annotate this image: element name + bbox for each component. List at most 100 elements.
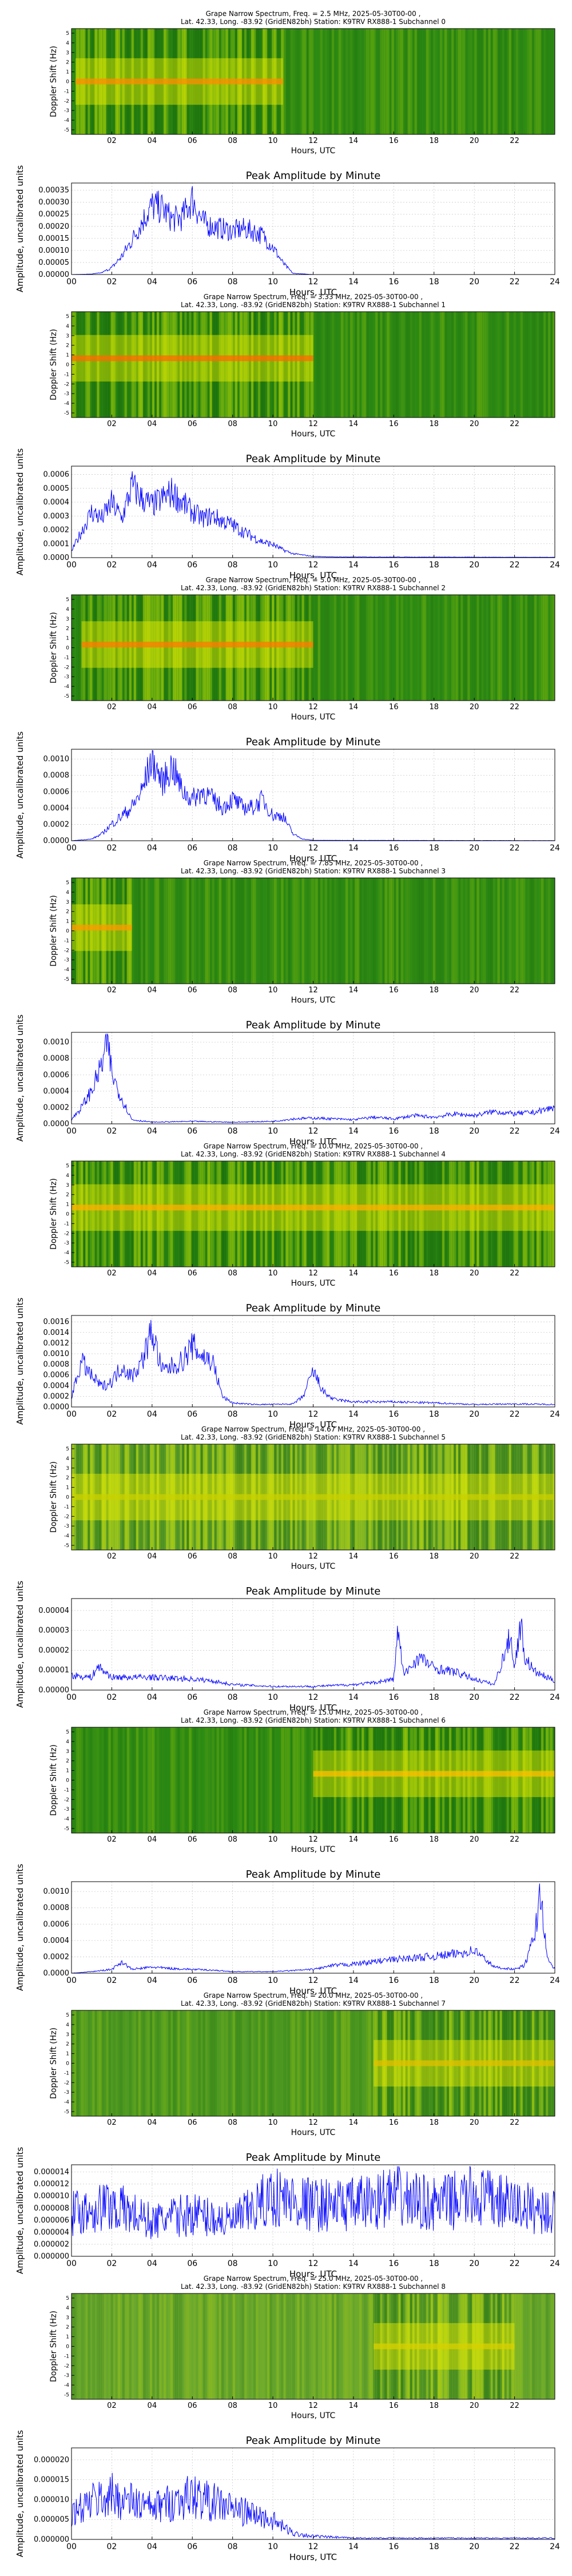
heatmap-stripe [117,312,121,418]
heatmap-xtick-label: 06 [188,137,197,145]
heatmap-stripe [170,1727,173,1833]
heatmap-stripe [83,878,86,984]
heatmap-stripe [122,312,125,418]
heatmap-stripe [541,878,544,984]
heatmap-stripe [531,1727,535,1833]
line-xtick-label: 20 [469,1410,479,1419]
heatmap-stripe [483,312,486,418]
heatmap-stripe [460,595,463,701]
heatmap-stripe [356,312,360,418]
heatmap-stripe [391,312,394,418]
heatmap-ytick-label: -1 [64,655,69,661]
line-xtick-label: 10 [268,2542,278,2551]
heatmap-ytick-label: 4 [66,2305,69,2311]
heatmap-stripe [272,878,275,984]
heatmap-ytick-label: 5 [66,1446,69,1452]
heatmap-ytick-label: 0 [66,646,69,651]
heatmap-stripe [189,1161,192,1267]
heatmap-stripe [108,595,111,701]
heatmap-stripe [288,1727,291,1833]
heatmap-ytick-label: 4 [66,607,69,613]
heatmap-stripe [320,312,323,418]
heatmap-stripe [170,2010,173,2116]
heatmap-stripe [81,1161,84,1267]
heatmap-stripe [168,2293,171,2399]
heatmap-stripe [78,1727,81,1833]
heatmap-stripe [133,2010,137,2116]
line-xtick-label: 08 [228,277,238,287]
heatmap-stripe [193,878,196,984]
heatmap-stripe [453,29,456,134]
heatmap-stripe [173,1727,176,1833]
heatmap-stripe [292,29,295,134]
heatmap-stripe [545,312,549,418]
heatmap-stripe [113,1161,116,1267]
heatmap-stripe [423,312,427,418]
heatmap-stripe [474,29,477,134]
heatmap-stripe [320,1727,323,1833]
heatmap-xtick-label: 16 [389,2402,399,2410]
heatmap-carrier-trace [81,641,313,647]
heatmap-xtick-label: 02 [107,1552,117,1561]
line-chart-3 [71,1032,555,1124]
line-ytick-label: 0.0008 [43,1055,70,1063]
heatmap-stripe [97,2010,100,2116]
heatmap-stripe [83,312,86,418]
heatmap-stripe [283,29,286,134]
heatmap-stripe [186,595,189,701]
heatmap-stripe [474,595,477,701]
heatmap-stripe [492,29,495,134]
heatmap-stripe [546,878,549,984]
heatmap-stripe [373,878,376,984]
line-xtick-label: 18 [429,2542,439,2551]
heatmap-stripe [437,1161,440,1267]
heatmap-stripe [356,595,360,701]
line-xtick-label: 06 [187,2542,197,2551]
heatmap-xtick-label: 22 [510,986,519,995]
heatmap-stripe [221,1727,224,1833]
heatmap-xtick-label: 22 [510,703,519,711]
heatmap-stripe [371,878,374,984]
line-ytick-label: 0.000000 [34,2252,69,2261]
heatmap-stripe [364,2010,367,2116]
heatmap-xtick-label: 16 [389,703,399,711]
heatmap-ytick-label: -5 [64,1260,69,1266]
heatmap-stripe [308,2293,311,2399]
heatmap-xtick-label: 18 [429,2402,439,2410]
heatmap-stripe [163,2293,166,2399]
heatmap-stripe [444,878,447,984]
heatmap-stripe [511,29,514,134]
heatmap-stripe [333,312,337,418]
heatmap-stripe [104,595,106,701]
heatmap-stripe [324,878,328,984]
heatmap-stripe [299,1161,302,1267]
heatmap-xtick-label: 04 [148,137,157,145]
line-ytick-label: 0.00000 [38,1686,69,1695]
heatmap-ytick-label: 1 [66,919,69,925]
heatmap-stripe [231,2010,233,2116]
heatmap-stripe [448,312,452,418]
heatmap-xtick-label: 10 [268,2118,278,2127]
heatmap-stripe [382,878,385,984]
heatmap-stripe [458,595,461,701]
heatmap-stripe [163,2010,166,2116]
heatmap-stripe [108,1727,111,1833]
heatmap-stripe [324,29,328,134]
heatmap-stripe [375,29,378,134]
heatmap-stripe [479,878,482,984]
heatmap-stripe [354,1161,357,1267]
heatmap-stripe [348,878,351,984]
heatmap-stripe [276,312,279,418]
heatmap-stripe [257,312,261,418]
heatmap-ytick-label: 2 [66,626,69,632]
heatmap-stripe [239,2010,243,2116]
heatmap-stripe [122,595,125,701]
heatmap-stripe [230,1161,233,1267]
heatmap-stripe [189,878,192,984]
heatmap-stripe [158,878,162,984]
line-xtick-label: 18 [429,277,439,287]
heatmap-stripe [520,29,523,134]
heatmap-stripe [451,29,454,134]
heatmap-xtick-label: 08 [228,986,237,995]
heatmap-stripe [550,29,553,134]
